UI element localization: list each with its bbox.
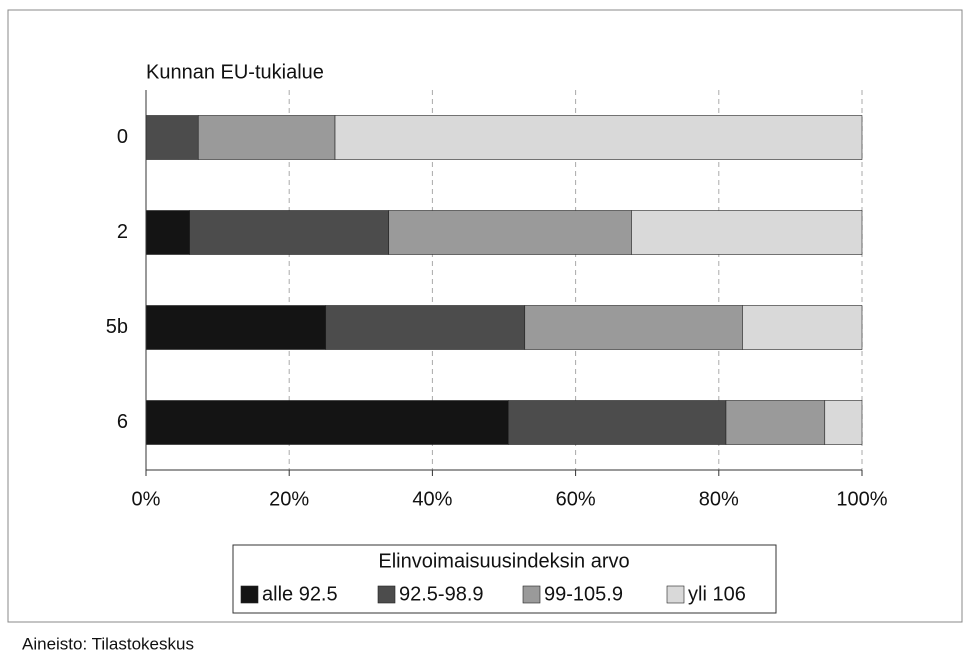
bar-segment (145, 210, 190, 255)
axis-title: Kunnan EU-tukialue (146, 61, 324, 83)
x-tick-label: 40% (412, 488, 452, 510)
legend-label: 99-105.9 (544, 583, 623, 605)
bar-segment (145, 400, 509, 445)
chart-frame (7, 9, 963, 623)
bar-segment (334, 115, 863, 160)
bar-segment (388, 210, 632, 255)
bar-segment (524, 305, 743, 350)
x-tick-label: 20% (269, 488, 309, 510)
legend-label: 92.5-98.9 (399, 583, 484, 605)
bar-segment (145, 305, 327, 350)
bar-segment (189, 210, 390, 255)
bar-segment (325, 305, 526, 350)
legend-box (232, 544, 777, 614)
bar-segment (742, 305, 863, 350)
bar-segment (197, 115, 336, 160)
legend-swatch (522, 585, 541, 604)
legend-swatch (377, 585, 396, 604)
y-tick-label: 5b (106, 316, 128, 338)
legend-label: yli 106 (688, 583, 746, 605)
legend-label: alle 92.5 (262, 583, 338, 605)
bar-segment (725, 400, 826, 445)
bar-segment (824, 400, 863, 445)
source-note: Aineisto: Tilastokeskus (22, 634, 194, 653)
legend-swatch (240, 585, 259, 604)
y-tick-label: 2 (117, 221, 128, 243)
x-tick-label: 60% (556, 488, 596, 510)
legend-swatch (666, 585, 685, 604)
x-tick-label: 100% (836, 488, 887, 510)
legend-title: Elinvoimaisuusindeksin arvo (378, 550, 629, 572)
x-tick-label: 80% (699, 488, 739, 510)
y-tick-label: 6 (117, 411, 128, 433)
bar-segment (507, 400, 727, 445)
x-tick-label: 0% (132, 488, 161, 510)
bar-segment (145, 115, 199, 160)
y-tick-label: 0 (117, 126, 128, 148)
bar-segment (631, 210, 863, 255)
